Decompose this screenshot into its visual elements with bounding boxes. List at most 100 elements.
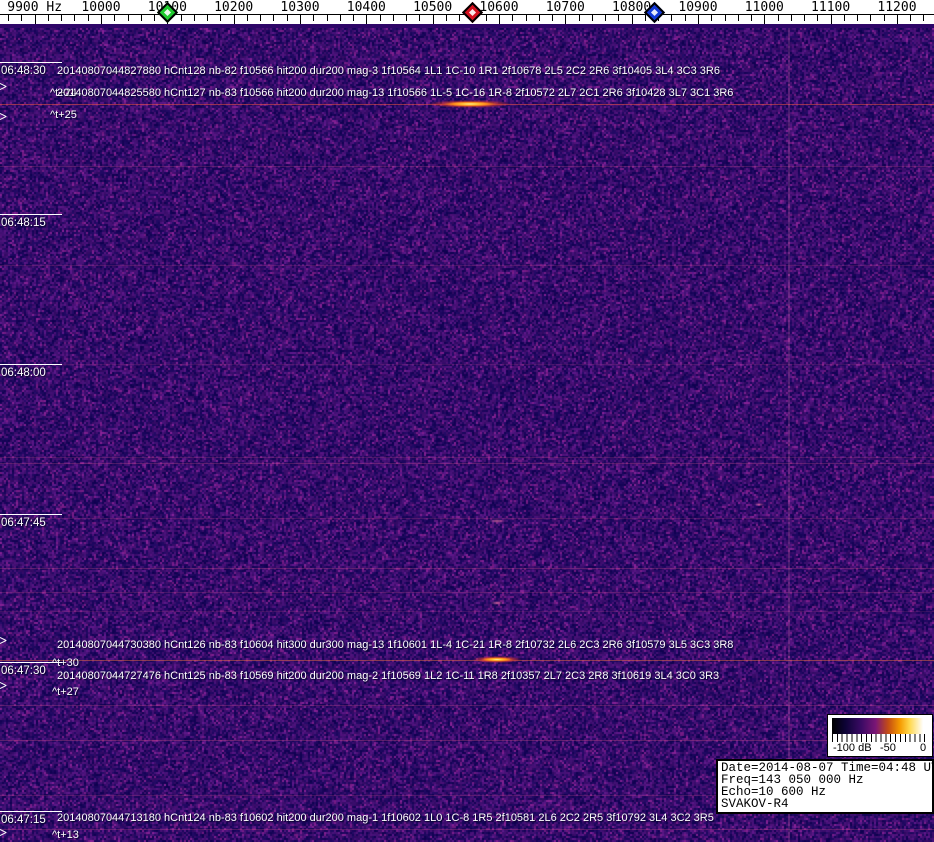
- freq-label: 10200: [214, 0, 253, 15]
- faint-echo-dot: [490, 601, 504, 605]
- freq-tick-minor: [857, 15, 858, 21]
- freq-tick-major: [35, 15, 36, 24]
- echo-annotation-text: ^t+13: [52, 829, 79, 841]
- freq-tick-minor: [671, 15, 672, 21]
- freq-tick-major: [698, 15, 699, 24]
- freq-tick-minor: [380, 15, 381, 21]
- freq-tick-minor: [194, 15, 195, 21]
- echo-annotation-text: ^t+30: [52, 657, 79, 669]
- echo-annotation-text: ^t+25: [50, 109, 77, 121]
- freq-tick-minor: [181, 15, 182, 21]
- freq-tick-minor: [340, 15, 341, 21]
- time-label: 06:47:45: [1, 517, 46, 529]
- time-tick-line: [0, 662, 62, 663]
- freq-tick-minor: [353, 15, 354, 21]
- freq-tick-minor: [804, 15, 805, 21]
- freq-tick-minor: [247, 15, 248, 21]
- freq-tick-minor: [459, 15, 460, 21]
- meteor-echo-streak: [428, 100, 512, 108]
- event-edge-marker: [0, 681, 7, 690]
- interference-line: [0, 611, 934, 612]
- station-info-box: Date=2014-08-07 Time=04:48 UTC Freq=143 0…: [716, 759, 934, 814]
- freq-tick-minor: [552, 15, 553, 21]
- freq-tick-minor: [738, 15, 739, 21]
- event-edge-marker: [0, 82, 7, 91]
- interference-line: [0, 829, 934, 830]
- event-edge-marker: [0, 828, 7, 837]
- faint-echo-dot: [754, 503, 764, 506]
- freq-tick-major: [234, 15, 235, 24]
- freq-tick-major: [101, 15, 102, 24]
- freq-tick-minor: [327, 15, 328, 21]
- freq-tick-minor: [220, 15, 221, 21]
- freq-tick-minor: [579, 15, 580, 21]
- freq-label: 10500: [413, 0, 452, 15]
- freq-label: 10600: [479, 0, 518, 15]
- legend-db-label: -100 dB: [833, 742, 872, 754]
- ruler-separator: [0, 24, 934, 28]
- freq-tick-major: [831, 15, 832, 24]
- detection-record-text: 20140807044827880 hCnt128 nb-82 f10566 h…: [57, 65, 720, 77]
- legend-db-label: 0: [920, 742, 926, 754]
- meteor-echo-spectrogram-app: 9900 Hz100001010010200103001040010500106…: [0, 0, 934, 842]
- time-label: 06:48:30: [1, 65, 46, 77]
- interference-line: [0, 518, 934, 519]
- freq-label: 10300: [280, 0, 319, 15]
- freq-tick-minor: [817, 15, 818, 21]
- freq-tick-minor: [21, 15, 22, 21]
- freq-tick-major: [433, 15, 434, 24]
- freq-tick-major: [565, 15, 566, 24]
- spectrogram-noise-canvas: [0, 28, 934, 842]
- freq-tick-major: [632, 15, 633, 24]
- interference-line: [0, 265, 934, 266]
- station-info-line: SVAKOV-R4: [721, 798, 929, 810]
- detection-record-text: 20140807044825580 hCnt127 nb-83 f10566 h…: [57, 87, 733, 99]
- freq-tick-minor: [645, 15, 646, 21]
- freq-tick-minor: [778, 15, 779, 21]
- freq-tick-minor: [8, 15, 9, 21]
- freq-tick-minor: [486, 15, 487, 21]
- interference-vertical-line: [788, 28, 790, 842]
- color-gradient-bar: [832, 718, 929, 734]
- time-tick-line: [0, 811, 62, 812]
- event-edge-marker: [0, 112, 7, 121]
- marker-center-dot: [164, 9, 171, 16]
- freq-tick-minor: [526, 15, 527, 21]
- freq-tick-minor: [923, 15, 924, 21]
- freq-tick-minor: [844, 15, 845, 21]
- echo-annotation-text: ^t+27: [52, 686, 79, 698]
- frequency-ruler[interactable]: 9900 Hz100001010010200103001040010500106…: [0, 0, 934, 24]
- freq-tick-minor: [711, 15, 712, 21]
- freq-tick-minor: [88, 15, 89, 21]
- freq-tick-minor: [273, 15, 274, 21]
- freq-tick-minor: [592, 15, 593, 21]
- freq-tick-minor: [287, 15, 288, 21]
- event-edge-marker: [0, 636, 7, 645]
- freq-tick-minor: [618, 15, 619, 21]
- freq-tick-minor: [393, 15, 394, 21]
- freq-tick-minor: [725, 15, 726, 21]
- color-scale-legend: -100 dB -50 0: [827, 714, 933, 757]
- detection-record-text: 20140807044713180 hCnt124 nb-83 f10602 h…: [57, 812, 714, 824]
- freq-label: 10700: [546, 0, 585, 15]
- freq-tick-minor: [419, 15, 420, 21]
- freq-tick-minor: [512, 15, 513, 21]
- freq-tick-minor: [751, 15, 752, 21]
- freq-tick-major: [897, 15, 898, 24]
- freq-tick-minor: [884, 15, 885, 21]
- waterfall-spectrogram: 06:48:30 06:48:15 06:48:00 06:47:45 06:47:30…: [0, 28, 934, 842]
- color-scale-ticks: [832, 734, 929, 742]
- freq-tick-minor: [141, 15, 142, 21]
- freq-tick-major: [764, 15, 765, 24]
- marker-center-dot: [651, 9, 658, 16]
- freq-tick-minor: [910, 15, 911, 21]
- interference-line: [0, 457, 934, 458]
- freq-tick-major: [300, 15, 301, 24]
- freq-tick-minor: [128, 15, 129, 21]
- freq-label: 11200: [877, 0, 916, 15]
- time-label: 06:47:30: [1, 665, 46, 677]
- freq-label: 10400: [347, 0, 386, 15]
- interference-line: [0, 660, 934, 661]
- meteor-echo-streak: [472, 656, 522, 663]
- freq-tick-minor: [791, 15, 792, 21]
